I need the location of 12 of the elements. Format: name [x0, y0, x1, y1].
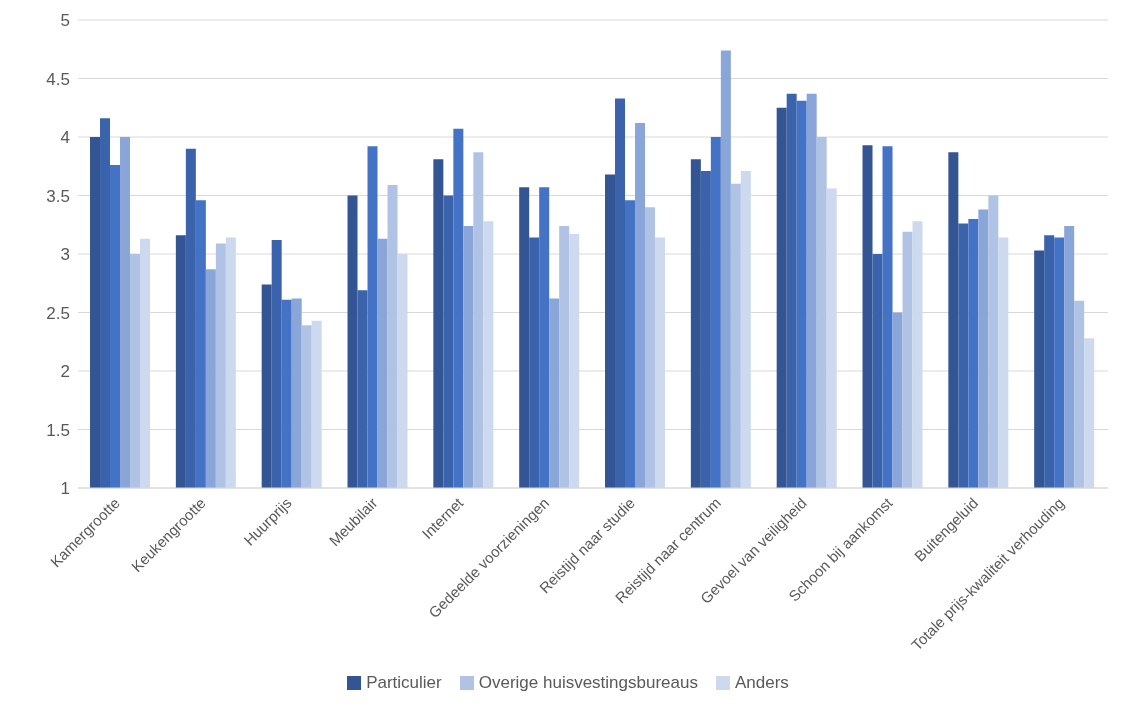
legend-label: Overige huisvestingsbureaus: [478, 673, 698, 693]
legend-label: Anders: [734, 673, 789, 693]
y-tick-label: 3.5: [46, 186, 70, 206]
y-tick-label: 5: [60, 11, 70, 31]
y-tick-label: 1.5: [46, 420, 70, 440]
y-tick-label: 4: [60, 128, 70, 148]
y-tick-label: 4.5: [46, 69, 70, 89]
y-tick-label: 2.5: [46, 303, 70, 323]
y-tick-label: 2: [60, 362, 70, 382]
y-tick-label: 3: [60, 245, 70, 265]
legend-label: Particulier: [366, 673, 442, 693]
y-tick-label: 1: [60, 479, 70, 499]
